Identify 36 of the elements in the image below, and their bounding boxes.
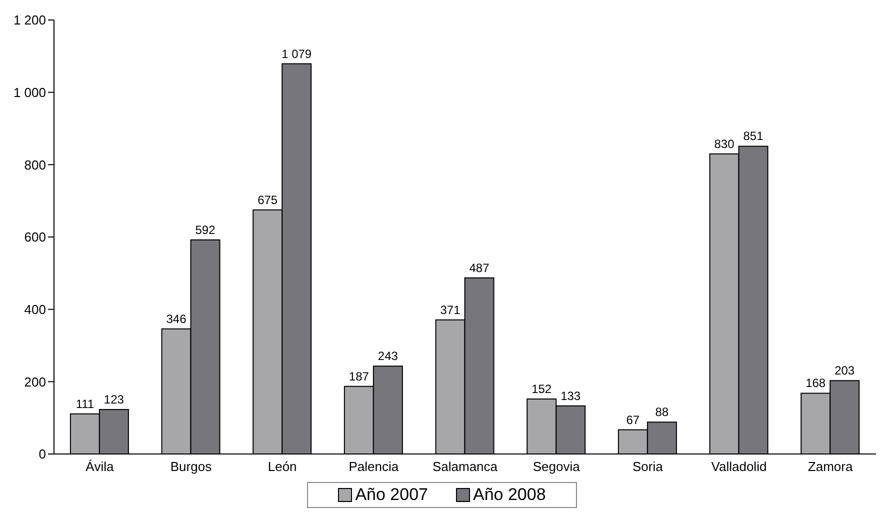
data-label: 675 (258, 192, 278, 207)
y-tick-label: 1 200 (13, 12, 46, 28)
x-tick-label: Burgos (170, 459, 212, 474)
data-label: 123 (104, 392, 124, 407)
x-tick-label: Zamora (808, 459, 854, 474)
x-tick-label: Soria (632, 459, 664, 474)
x-tick-label: Valladolid (711, 459, 767, 474)
x-tick-label: Salamanca (432, 459, 498, 474)
data-label: 851 (743, 129, 764, 144)
data-label: 203 (834, 364, 855, 378)
x-tick-label: Segovia (532, 459, 581, 474)
legend-label: Año 2008 (472, 485, 546, 505)
data-label: 830 (714, 136, 735, 151)
y-tick-label: 400 (24, 302, 46, 317)
x-tick-label: León (268, 459, 297, 474)
data-label: 243 (378, 349, 398, 364)
data-label: 371 (440, 302, 461, 317)
legend-label: Año 2007 (354, 485, 428, 505)
data-label: 592 (195, 222, 216, 237)
data-label: 187 (348, 369, 370, 384)
data-label: 88 (655, 405, 669, 420)
data-label: 111 (76, 396, 94, 411)
data-label: 152 (532, 382, 552, 396)
x-tick-label: Ávila (86, 459, 115, 474)
y-tick-label: 0 (38, 446, 46, 462)
data-label: 133 (560, 388, 581, 403)
y-tick-label: 200 (24, 374, 46, 390)
y-tick-label: 1 000 (13, 84, 46, 100)
data-label: 67 (626, 412, 640, 427)
data-label: 346 (166, 312, 187, 326)
data-label: 1 079 (282, 46, 312, 61)
y-tick-label: 800 (24, 157, 46, 172)
y-tick-label: 600 (24, 230, 46, 245)
data-label: 487 (469, 260, 490, 275)
x-tick-label: Palencia (348, 459, 400, 474)
data-label: 168 (806, 376, 826, 390)
